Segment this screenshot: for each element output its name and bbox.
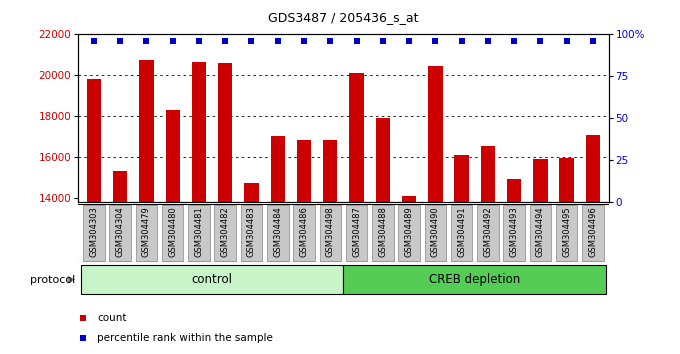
Bar	[113, 171, 127, 354]
Text: GSM304490: GSM304490	[431, 206, 440, 257]
Bar	[109, 205, 131, 261]
Bar	[503, 205, 525, 261]
Text: GSM304488: GSM304488	[378, 206, 388, 257]
Bar	[345, 205, 367, 261]
Bar	[271, 136, 285, 354]
Text: GSM304493: GSM304493	[509, 206, 519, 257]
Bar	[218, 63, 233, 354]
Text: GSM304498: GSM304498	[326, 206, 335, 257]
Text: GSM304496: GSM304496	[588, 206, 597, 257]
Bar	[293, 205, 315, 261]
Bar	[241, 205, 262, 261]
Bar	[87, 79, 101, 354]
Text: GSM304491: GSM304491	[457, 206, 466, 257]
Bar	[83, 205, 105, 261]
Bar	[81, 266, 343, 294]
Text: GSM304494: GSM304494	[536, 206, 545, 257]
Text: GSM304495: GSM304495	[562, 206, 571, 257]
Text: protocol: protocol	[29, 275, 75, 285]
Text: control: control	[192, 273, 233, 286]
Bar	[244, 183, 258, 354]
Bar	[402, 196, 416, 354]
Text: GSM304481: GSM304481	[194, 206, 203, 257]
Bar	[424, 205, 446, 261]
Bar	[530, 205, 551, 261]
Bar	[214, 205, 236, 261]
Text: GSM304479: GSM304479	[142, 206, 151, 257]
Bar	[343, 266, 606, 294]
Text: count: count	[97, 313, 126, 323]
Text: GSM304480: GSM304480	[168, 206, 177, 257]
Bar	[350, 73, 364, 354]
Bar	[585, 135, 600, 354]
Bar	[323, 140, 337, 354]
Text: GSM304304: GSM304304	[116, 206, 124, 257]
Bar	[428, 67, 443, 354]
Text: GSM304492: GSM304492	[483, 206, 492, 257]
Bar	[560, 158, 574, 354]
Bar	[533, 159, 547, 354]
Bar	[320, 205, 341, 261]
Text: GSM304482: GSM304482	[221, 206, 230, 257]
Text: CREB depletion: CREB depletion	[429, 273, 520, 286]
Bar	[582, 205, 604, 261]
Bar	[192, 62, 206, 354]
Text: percentile rank within the sample: percentile rank within the sample	[97, 333, 273, 343]
Bar	[481, 147, 495, 354]
Bar	[372, 205, 394, 261]
Text: GSM304483: GSM304483	[247, 206, 256, 257]
Text: GSM304303: GSM304303	[90, 206, 99, 257]
Bar	[375, 118, 390, 354]
Bar	[398, 205, 420, 261]
Text: GSM304484: GSM304484	[273, 206, 282, 257]
Bar	[296, 140, 311, 354]
Text: GDS3487 / 205436_s_at: GDS3487 / 205436_s_at	[268, 11, 419, 24]
Text: GSM304489: GSM304489	[405, 206, 413, 257]
Bar	[507, 179, 522, 354]
Bar	[477, 205, 498, 261]
Text: GSM304487: GSM304487	[352, 206, 361, 257]
Bar	[451, 205, 473, 261]
Bar	[136, 205, 157, 261]
Bar	[162, 205, 184, 261]
Bar	[165, 109, 180, 354]
Bar	[188, 205, 209, 261]
Text: GSM304486: GSM304486	[299, 206, 309, 257]
Bar	[556, 205, 577, 261]
Bar	[454, 155, 469, 354]
Bar	[139, 60, 154, 354]
Bar	[267, 205, 288, 261]
